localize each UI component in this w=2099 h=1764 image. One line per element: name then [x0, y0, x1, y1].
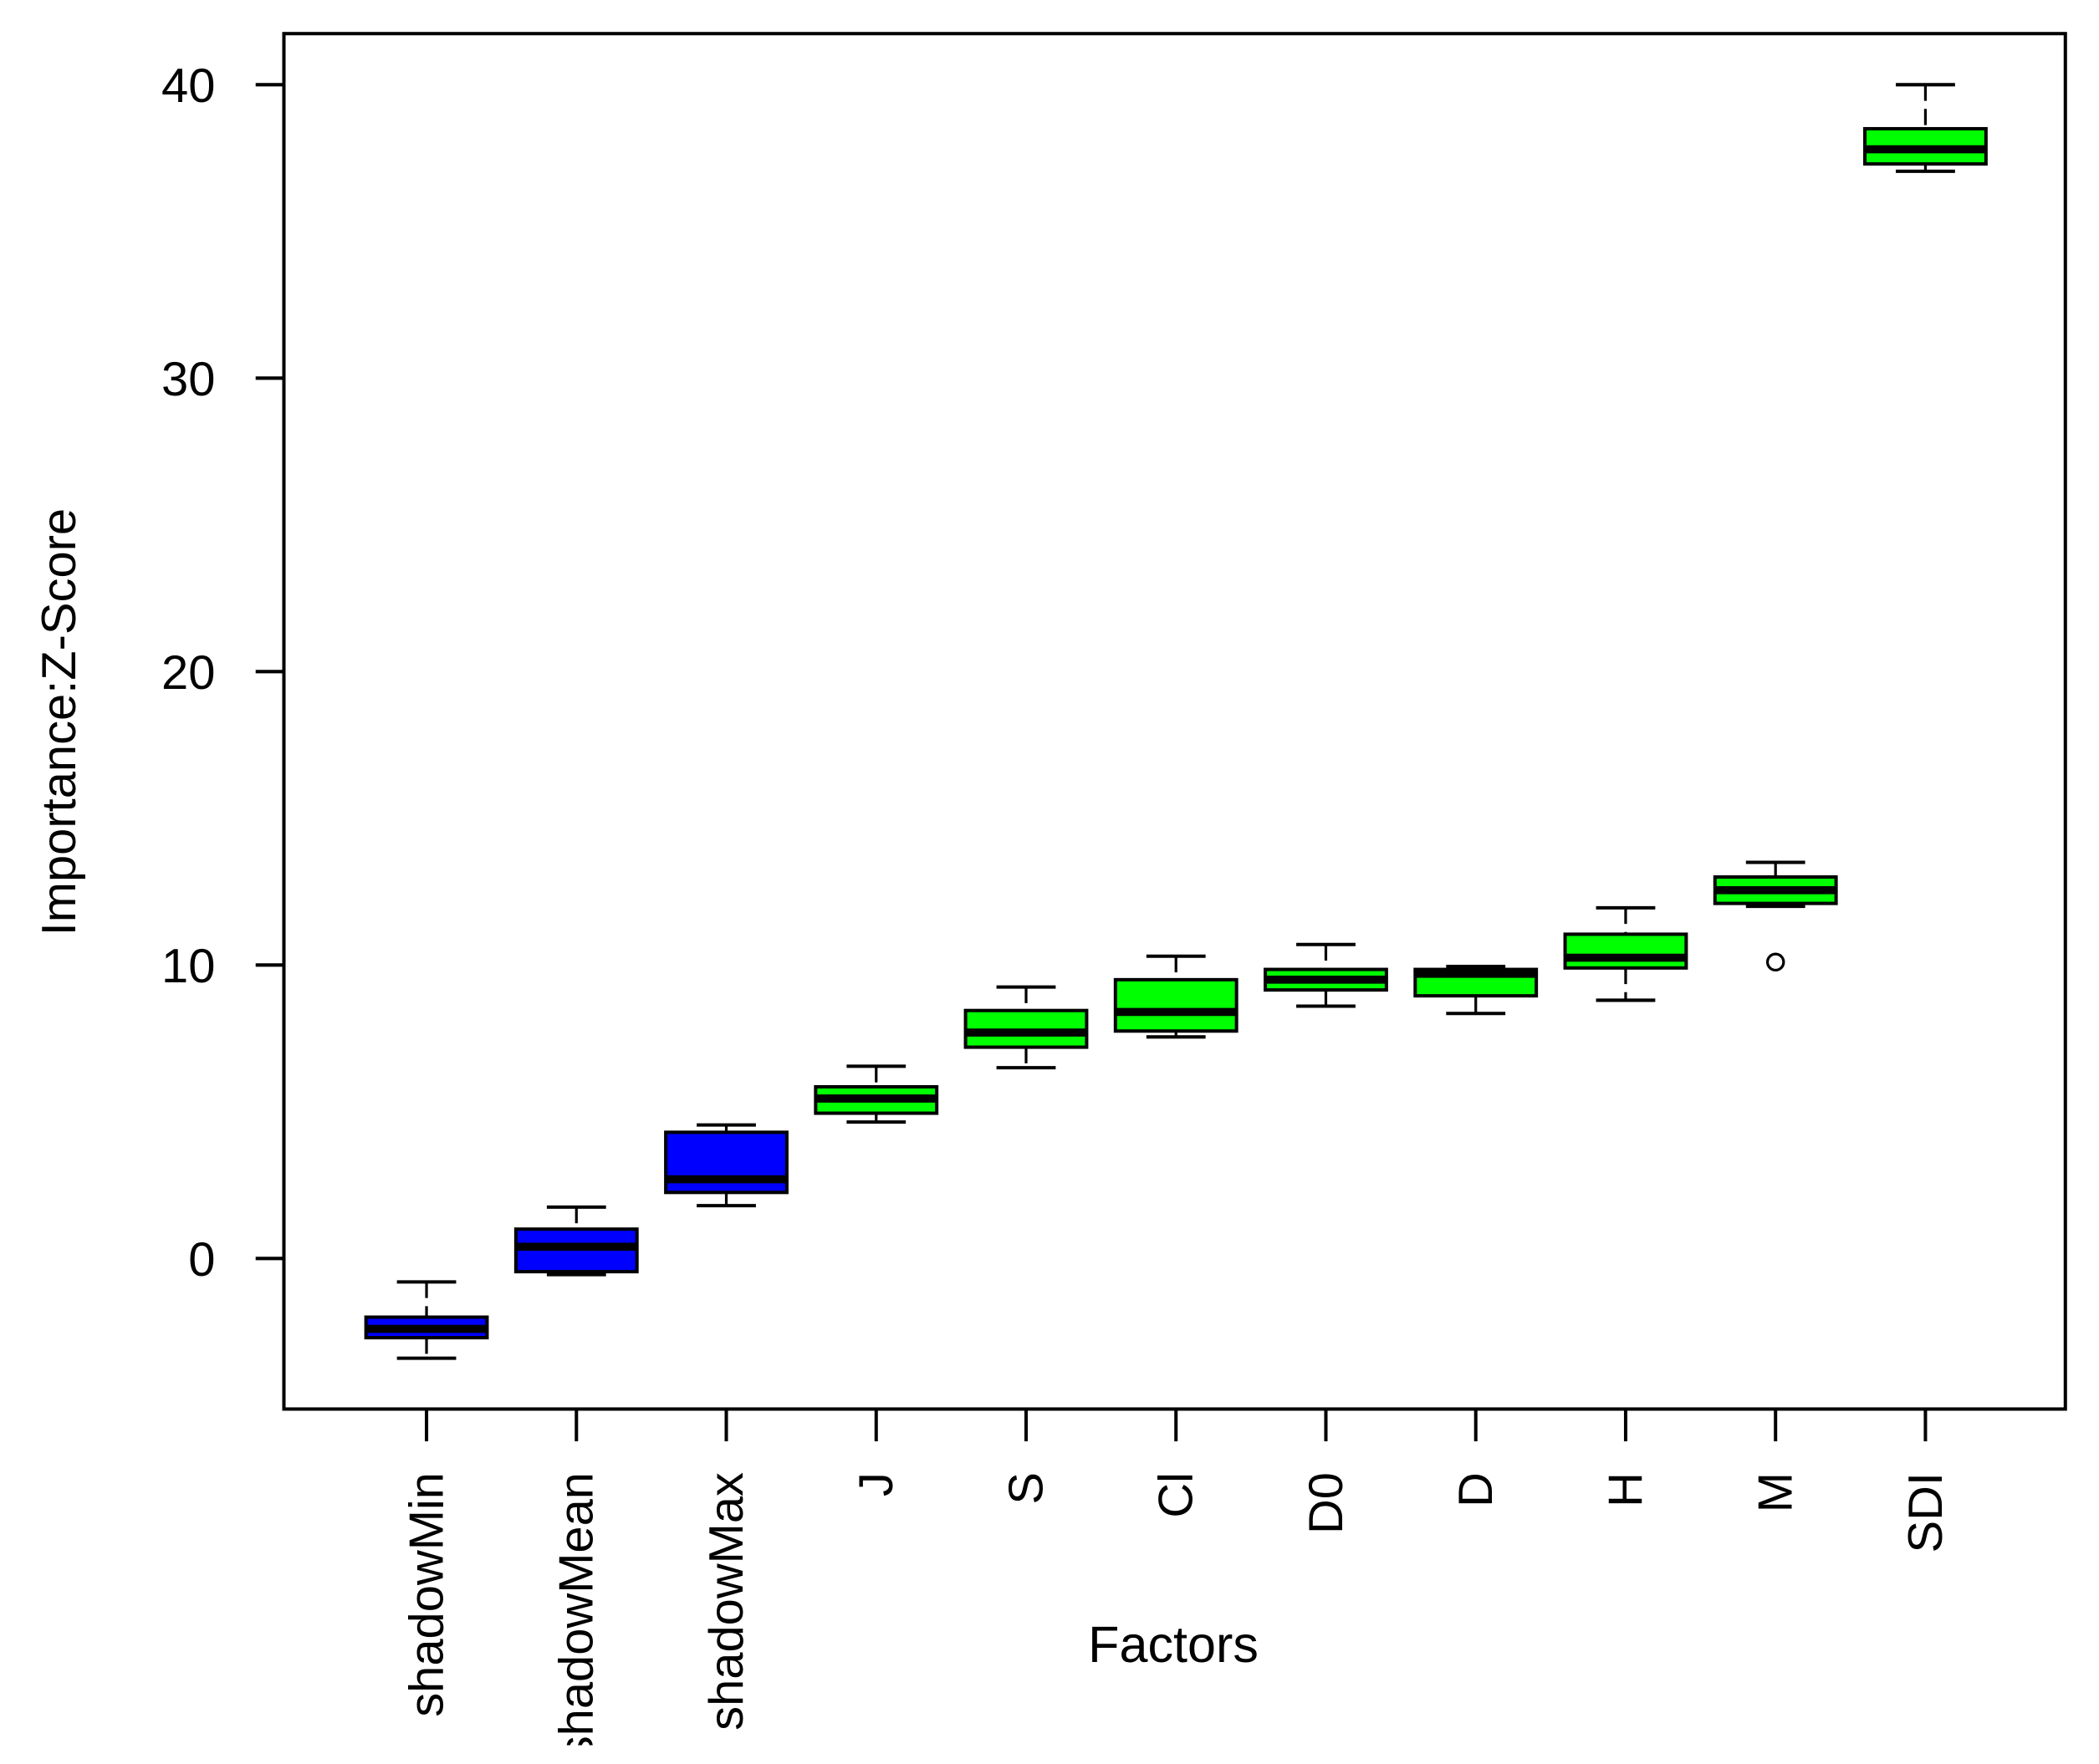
- y-tick-label: 40: [161, 59, 215, 113]
- x-axis: shadowMin shadowMean shadowMax J S Cl D0 D H M SDI: [400, 1409, 1953, 1760]
- y-axis: 0 10 20 30 40: [161, 59, 284, 1287]
- plot-frame: [282, 32, 2067, 1411]
- x-axis-label: Factors: [1088, 1616, 1259, 1673]
- box-Cl: [1113, 954, 1238, 1039]
- x-tick-label: S: [999, 1472, 1053, 1505]
- box-D: [1413, 965, 1539, 1016]
- x-tick-label: H: [1599, 1472, 1652, 1507]
- box-D0: [1264, 942, 1388, 1008]
- box-shadowMean: [513, 1205, 639, 1277]
- boxes: [364, 83, 1988, 1360]
- x-tick-label: shadowMean: [550, 1472, 604, 1760]
- box-body: [1113, 977, 1238, 1033]
- box-J: [814, 1064, 939, 1124]
- y-tick-label: 20: [161, 646, 215, 700]
- x-tick-label: D0: [1300, 1472, 1353, 1534]
- outlier-point: [1765, 952, 1785, 972]
- x-tick-label: D: [1449, 1472, 1503, 1507]
- box-S: [963, 985, 1089, 1070]
- x-tick-label: M: [1749, 1472, 1802, 1512]
- x-tick-label: J: [850, 1472, 903, 1496]
- box-body: [664, 1130, 789, 1195]
- box-SDI: [1863, 83, 1988, 173]
- box-shadowMin: [364, 1280, 489, 1360]
- box-M: [1713, 860, 1838, 972]
- y-tick-label: 0: [188, 1233, 215, 1287]
- x-tick-label: shadowMax: [700, 1472, 753, 1731]
- box-shadowMax: [664, 1123, 789, 1208]
- x-tick-label: SDI: [1899, 1472, 1953, 1552]
- box-body: [1563, 932, 1688, 970]
- x-tick-label: Cl: [1150, 1472, 1203, 1518]
- box-H: [1563, 905, 1688, 1002]
- y-axis-label: Importance:Z-Score: [33, 508, 86, 936]
- y-tick-label: 30: [161, 353, 215, 406]
- x-tick-label: shadowMin: [400, 1472, 453, 1717]
- y-tick-label: 10: [161, 940, 215, 993]
